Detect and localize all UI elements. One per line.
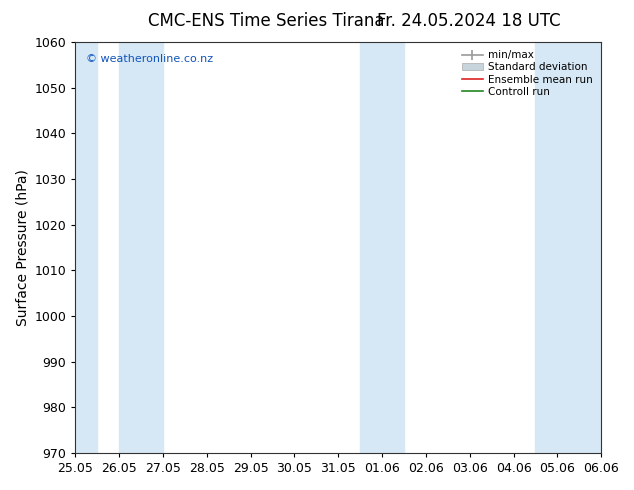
Y-axis label: Surface Pressure (hPa): Surface Pressure (hPa)	[15, 169, 29, 326]
Bar	[119, 42, 163, 453]
Bar	[360, 42, 404, 453]
Text: Fr. 24.05.2024 18 UTC: Fr. 24.05.2024 18 UTC	[377, 12, 561, 30]
Bar	[75, 42, 98, 453]
Text: CMC-ENS Time Series Tirana: CMC-ENS Time Series Tirana	[148, 12, 385, 30]
Bar	[536, 42, 601, 453]
Text: © weatheronline.co.nz: © weatheronline.co.nz	[86, 54, 213, 64]
Legend: min/max, Standard deviation, Ensemble mean run, Controll run: min/max, Standard deviation, Ensemble me…	[459, 47, 596, 100]
